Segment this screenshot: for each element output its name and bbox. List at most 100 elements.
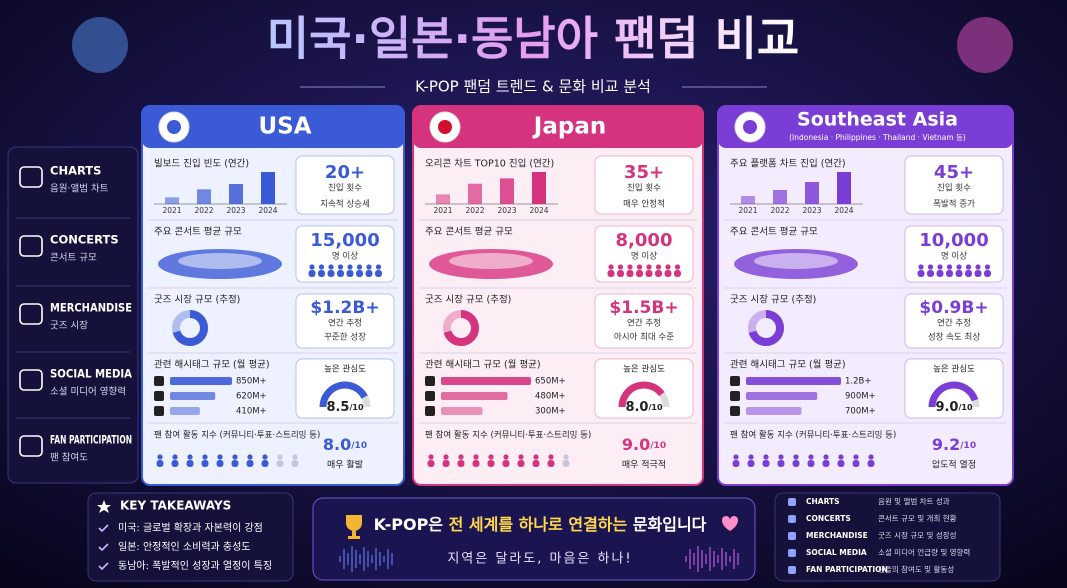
sidebar-title: SOCIAL MEDIA <box>50 367 132 381</box>
row-label: 관련 해시태그 규모 (월 평균) <box>730 359 846 371</box>
participation-icon <box>838 454 844 460</box>
hashtag-bar <box>441 407 483 415</box>
subtitle: K-POP 팬덤 트렌드 & 문화 비교 분석 <box>415 78 651 96</box>
takeaway-item: 동남아: 폭발적인 성장과 열정이 특징 <box>118 560 272 572</box>
heart-icon <box>722 516 738 531</box>
sidebar-icon <box>19 166 43 188</box>
score: 8.0 <box>323 435 351 454</box>
platform-icon <box>425 406 435 416</box>
check-icon <box>98 543 109 552</box>
gauge-fill <box>618 381 665 408</box>
year-label: 2023 <box>497 206 516 215</box>
participation-icon <box>157 454 163 460</box>
person-icon <box>375 270 382 277</box>
participation-icon <box>868 454 874 460</box>
region-name: USA <box>258 114 311 140</box>
person-icon <box>375 264 382 270</box>
score: 9.0 <box>935 400 958 415</box>
person-icon <box>607 270 615 277</box>
bar <box>165 197 179 204</box>
gauge-fill <box>319 381 368 408</box>
sidebar-icon <box>19 369 43 391</box>
bar <box>837 172 851 204</box>
sidebar-sub: 굿즈 시장 <box>50 321 88 332</box>
stadium-field <box>178 253 262 269</box>
year-label: 2023 <box>802 206 821 215</box>
participation-icon <box>563 454 569 460</box>
year-label: 2022 <box>465 206 484 215</box>
person-icon <box>984 264 991 270</box>
person-icon <box>665 264 671 270</box>
platform-icon <box>154 391 164 401</box>
gauge-score: 9.0/10 <box>935 400 973 415</box>
participation-icon <box>457 460 465 467</box>
row-label: 주요 콘서트 평균 규모 <box>154 227 242 238</box>
row-label: 팬 참여 활동 지수 (커뮤니티·투표·스트리밍 등) <box>730 430 896 441</box>
participation-icon <box>733 454 739 460</box>
score-suffix: /10 <box>351 441 367 451</box>
value: 10,000 <box>919 230 988 251</box>
value-unit: 진입 횟수 <box>328 183 362 194</box>
sidebar-icon <box>19 435 43 457</box>
participation-icon <box>428 454 434 460</box>
value: 35+ <box>624 162 664 183</box>
star-icon <box>97 500 111 513</box>
person-icon <box>974 270 982 277</box>
value-note: 지속적 상승세 <box>320 199 370 210</box>
participation-icon <box>443 454 449 460</box>
platform-icon <box>730 376 740 386</box>
participation-icon <box>518 454 524 460</box>
legend-desc: 소셜 미디어 언급량 및 영향력 <box>878 547 970 557</box>
participation-icon <box>852 460 860 467</box>
sidebar-icon <box>19 235 43 257</box>
person-icon <box>318 264 325 270</box>
person-icon <box>646 264 652 270</box>
participation-icon <box>442 460 450 467</box>
hashtag-label: 620M+ <box>236 392 267 402</box>
year-label: 2021 <box>433 206 452 215</box>
sidebar-title: CHARTS <box>50 164 101 178</box>
value-note: 매우 안정적 <box>623 199 665 210</box>
value: 45+ <box>934 162 974 183</box>
person-icon <box>347 264 353 270</box>
person-icon <box>627 264 633 270</box>
person-icon <box>608 264 614 270</box>
participation-icon <box>246 460 254 467</box>
hashtag-label: 410M+ <box>236 407 267 417</box>
banner-panel <box>312 497 756 581</box>
donut <box>172 310 208 346</box>
platform-icon <box>154 376 164 386</box>
person-icon <box>674 270 681 277</box>
participation-icon <box>533 454 539 460</box>
person-icon <box>936 270 944 277</box>
takeaways-title: KEY TAKEAWAYS <box>120 499 231 513</box>
participation-icon <box>277 454 283 460</box>
bar <box>229 184 243 204</box>
participation-icon <box>777 460 785 467</box>
person-icon <box>664 270 672 277</box>
year-label: 2022 <box>770 206 789 215</box>
person-icon <box>984 270 991 277</box>
participation-icon <box>793 454 799 460</box>
sidebar-panel <box>7 146 139 484</box>
legend-title: CONCERTS <box>806 514 851 523</box>
region-name: Southeast Asia <box>797 109 958 131</box>
legend-desc: 음원 및 앨범 차트 성과 <box>878 496 950 506</box>
bar <box>197 189 211 204</box>
bar <box>773 190 787 204</box>
bar <box>468 183 482 204</box>
person-icon <box>328 264 334 270</box>
participation-icon <box>502 460 510 467</box>
banner-sub: 지역은 달라도, 마음은 하나! <box>447 552 632 567</box>
participation-icon <box>778 454 784 460</box>
participation-icon <box>187 454 193 460</box>
person-icon <box>946 270 953 277</box>
legend-title: FAN PARTICIPATION <box>806 565 888 574</box>
legend-title: MERCHANDISE <box>806 531 868 540</box>
hashtag-bar <box>170 407 200 415</box>
hashtag-label: 480M+ <box>535 392 566 402</box>
participation-icon <box>216 460 224 467</box>
gauge-label: 높은 관심도 <box>324 364 366 375</box>
value: 15,000 <box>310 230 379 251</box>
banner-part: K-POP은 <box>374 515 449 534</box>
